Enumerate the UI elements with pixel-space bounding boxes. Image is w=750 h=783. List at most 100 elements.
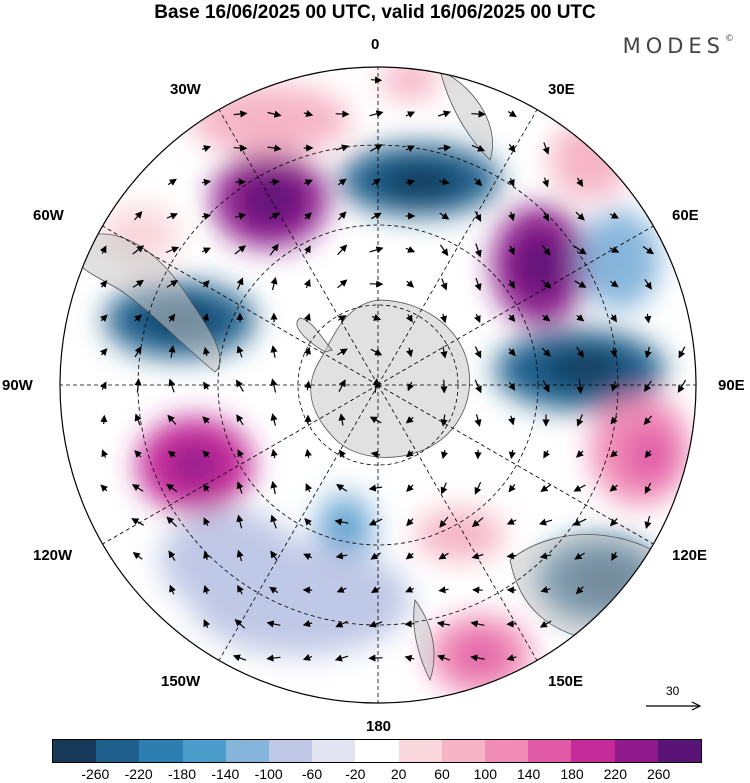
wind-vector — [165, 246, 180, 254]
wind-vector — [506, 552, 517, 560]
wind-vector — [335, 144, 350, 152]
wind-vector — [236, 481, 244, 494]
wind-vector — [405, 314, 413, 323]
wind-vector — [201, 145, 212, 153]
wind-vector — [470, 654, 485, 662]
colorbar-bin — [53, 740, 97, 762]
wind-vector — [270, 514, 278, 529]
wind-vector — [304, 518, 312, 526]
wind-vector — [405, 246, 416, 253]
wind-vector — [337, 178, 347, 186]
wind-vector — [440, 278, 448, 291]
wind-vector — [337, 211, 347, 221]
colorbar-tick-label: 100 — [473, 766, 498, 782]
colorbar-bin — [441, 740, 486, 762]
wind-vector — [203, 550, 211, 561]
wind-vector — [201, 212, 212, 220]
wind-vector — [236, 345, 244, 358]
meridian-line — [377, 384, 538, 661]
wind-vector — [234, 618, 246, 629]
colorbar-tick-label: 220 — [603, 766, 628, 782]
anomaly-blob — [190, 85, 350, 155]
wind-vector — [404, 654, 415, 662]
anomaly-blob — [550, 120, 630, 200]
wind-vector — [335, 620, 348, 628]
wind-vector — [542, 314, 551, 322]
wind-vector — [677, 379, 687, 393]
wind-vector — [167, 178, 177, 186]
wind-vector — [370, 76, 383, 84]
wind-vector — [474, 482, 482, 495]
wind-vector — [474, 414, 482, 427]
colorbar-tick-label: -180 — [167, 766, 197, 782]
wind-vector — [439, 516, 449, 528]
wind-vector — [134, 450, 142, 458]
wind-vector — [270, 413, 278, 426]
wind-vector — [237, 449, 245, 458]
map-title: Base 16/06/2025 00 UTC, valid 16/06/2025… — [154, 2, 596, 23]
wind-vector — [644, 313, 652, 324]
wind-vector — [304, 245, 311, 254]
reference-arrow-icon — [646, 701, 702, 711]
wind-vector — [440, 482, 448, 495]
wind-vector — [368, 620, 383, 628]
brand-name: MODES — [622, 34, 725, 58]
wind-vector — [203, 619, 211, 629]
wind-vector — [539, 620, 552, 628]
wind-vector — [438, 586, 449, 594]
wind-vector — [132, 279, 144, 288]
wind-vector — [438, 552, 449, 560]
wind-vector — [575, 211, 585, 221]
wind-vector — [270, 276, 278, 291]
wind-vector — [572, 518, 587, 526]
wind-vector — [267, 110, 282, 118]
wind-vector — [642, 246, 654, 255]
wind-vector — [168, 378, 176, 393]
wind-vector — [506, 654, 517, 662]
wind-vector — [508, 415, 516, 426]
meridian-line — [218, 109, 379, 386]
wind-vector — [99, 381, 107, 390]
wind-vector — [270, 448, 278, 459]
wind-vector — [169, 584, 176, 595]
wind-vector — [440, 313, 448, 324]
wind-vector — [576, 379, 584, 394]
wind-vector — [574, 280, 587, 288]
wind-vector — [474, 346, 482, 359]
wind-vector — [100, 314, 108, 322]
wind-vector — [369, 416, 382, 424]
wind-vector — [334, 518, 349, 526]
wind-vector — [507, 177, 515, 187]
wind-vector — [576, 346, 584, 359]
wind-vector — [166, 516, 178, 528]
wind-vector — [610, 381, 618, 392]
wind-vector — [406, 484, 414, 492]
colorbar-bin — [139, 740, 183, 762]
anomaly-blob — [380, 164, 460, 200]
wind-vector — [576, 414, 584, 427]
colorbar-bin — [225, 740, 270, 762]
wind-vector — [542, 177, 549, 188]
wind-vector — [370, 144, 383, 152]
wind-vector — [609, 484, 618, 492]
anomaly-blob — [545, 350, 625, 386]
meridian-line — [377, 225, 654, 386]
wind-vector — [134, 346, 142, 358]
wind-vector — [233, 144, 248, 152]
colorbar-tick-label: -60 — [301, 766, 323, 782]
wind-vector — [203, 381, 211, 390]
wind-vector — [370, 450, 381, 458]
wind-vector — [132, 245, 145, 255]
wind-vector — [609, 314, 617, 323]
wind-vector — [437, 654, 451, 662]
wind-vector — [643, 415, 653, 426]
colorbar-bin — [528, 740, 572, 762]
wind-vector — [167, 450, 176, 458]
wind-vector — [405, 552, 414, 560]
wind-vector — [405, 585, 415, 593]
wind-vector — [269, 243, 279, 256]
wind-vector — [370, 348, 383, 356]
wind-vector — [270, 378, 278, 393]
colorbar-bin — [571, 740, 615, 762]
